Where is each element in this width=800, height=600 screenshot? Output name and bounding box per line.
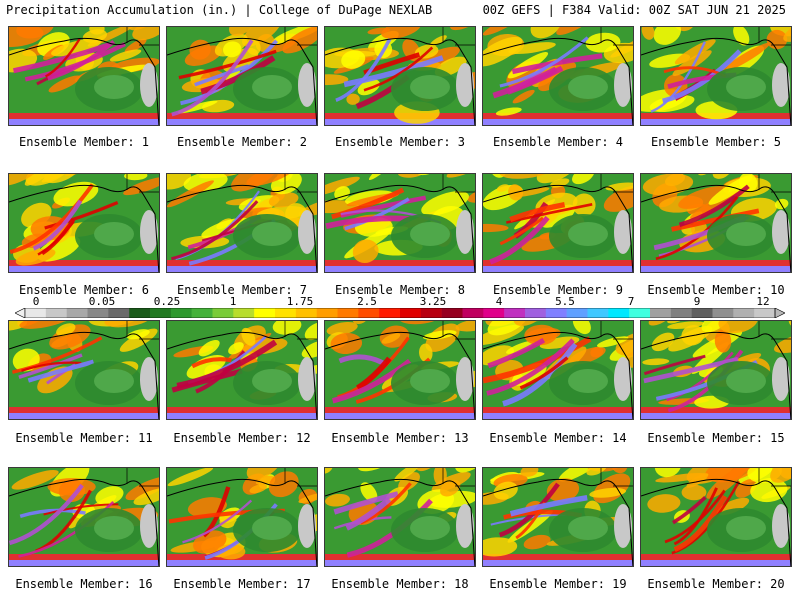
colorbar-swatch bbox=[191, 308, 213, 318]
colorbar-swatch bbox=[420, 308, 442, 318]
colorbar-swatch bbox=[45, 308, 67, 318]
colorbar-arrow-left bbox=[15, 308, 26, 318]
ensemble-member-label: Ensemble Member: 15 bbox=[647, 431, 785, 445]
colorbar-swatch bbox=[650, 308, 672, 318]
ensemble-member-map bbox=[324, 26, 476, 126]
colorbar-swatch bbox=[629, 308, 651, 318]
colorbar-tick-label: 0.25 bbox=[153, 295, 181, 308]
ensemble-member-map bbox=[8, 467, 160, 567]
colorbar-swatch bbox=[316, 308, 338, 318]
ensemble-member-map bbox=[640, 320, 792, 420]
colorbar-tick-label: 0.05 bbox=[88, 295, 116, 308]
colorbar-tick-label: 7 bbox=[627, 295, 635, 308]
colorbar-tick-label: 1 bbox=[229, 295, 237, 308]
colorbar-tick-label: 1.75 bbox=[286, 295, 314, 308]
colorbar-swatch bbox=[337, 308, 359, 318]
ensemble-member-label: Ensemble Member: 18 bbox=[331, 577, 469, 591]
ensemble-member-label: Ensemble Member: 16 bbox=[15, 577, 153, 591]
ensemble-member-map bbox=[8, 320, 160, 420]
colorbar-tick-label: 0 bbox=[32, 295, 40, 308]
colorbar-swatch bbox=[525, 308, 547, 318]
colorbar-swatch bbox=[608, 308, 630, 318]
ensemble-member-label: Ensemble Member: 4 bbox=[492, 135, 624, 149]
ensemble-member-label: Ensemble Member: 1 bbox=[18, 135, 150, 149]
colorbar-swatch bbox=[233, 308, 255, 318]
colorbar-swatch bbox=[462, 308, 484, 318]
colorbar-swatch bbox=[25, 308, 47, 318]
ensemble-member-map bbox=[640, 467, 792, 567]
ensemble-member-label: Ensemble Member: 5 bbox=[650, 135, 782, 149]
ensemble-member-map bbox=[166, 26, 318, 126]
colorbar-swatch bbox=[754, 308, 776, 318]
ensemble-member-label: Ensemble Member: 19 bbox=[489, 577, 627, 591]
ensemble-member-map bbox=[482, 26, 634, 126]
colorbar-tick-label: 12 bbox=[756, 295, 770, 308]
ensemble-member-label: Ensemble Member: 6 bbox=[18, 283, 150, 297]
colorbar-swatch bbox=[712, 308, 734, 318]
colorbar-tick-label: 9 bbox=[693, 295, 701, 308]
colorbar-swatch bbox=[587, 308, 609, 318]
colorbar-swatch bbox=[566, 308, 588, 318]
ensemble-member-label: Ensemble Member: 17 bbox=[173, 577, 311, 591]
colorbar-swatch bbox=[170, 308, 192, 318]
ensemble-member-label: Ensemble Member: 14 bbox=[489, 431, 627, 445]
ensemble-member-map bbox=[324, 173, 476, 273]
colorbar-swatch bbox=[379, 308, 401, 318]
ensemble-member-label: Ensemble Member: 10 bbox=[647, 283, 785, 297]
ensemble-member-map bbox=[482, 467, 634, 567]
colorbar-arrow-right bbox=[774, 308, 785, 318]
colorbar-swatch bbox=[733, 308, 755, 318]
colorbar-frame bbox=[24, 308, 776, 318]
ensemble-member-map bbox=[166, 173, 318, 273]
colorbar-swatch bbox=[504, 308, 526, 318]
ensemble-member-map bbox=[166, 320, 318, 420]
ensemble-member-label: Ensemble Member: 12 bbox=[173, 431, 311, 445]
colorbar-swatch bbox=[441, 308, 463, 318]
colorbar-swatch bbox=[670, 308, 692, 318]
colorbar-swatch bbox=[150, 308, 172, 318]
ensemble-member-label: Ensemble Member: 3 bbox=[334, 135, 466, 149]
colorbar-swatch bbox=[87, 308, 109, 318]
ensemble-member-label: Ensemble Member: 9 bbox=[492, 283, 624, 297]
ensemble-member-map bbox=[482, 173, 634, 273]
colorbar-swatch bbox=[108, 308, 130, 318]
colorbar-swatch bbox=[295, 308, 317, 318]
colorbar-swatch bbox=[275, 308, 297, 318]
colorbar-tick-label: 5.5 bbox=[555, 295, 575, 308]
run-valid-time: 00Z GEFS | F384 Valid: 00Z SAT JUN 21 20… bbox=[482, 3, 786, 17]
colorbar-swatch bbox=[358, 308, 380, 318]
colorbar-swatch bbox=[483, 308, 505, 318]
ensemble-member-map bbox=[324, 467, 476, 567]
map-title: Precipitation Accumulation (in.) | Colle… bbox=[6, 3, 433, 17]
colorbar-tick-label: 2.5 bbox=[357, 295, 377, 308]
colorbar-swatch bbox=[66, 308, 88, 318]
colorbar-swatch bbox=[254, 308, 276, 318]
precipitation-colorbar bbox=[15, 308, 785, 318]
ensemble-member-label: Ensemble Member: 13 bbox=[331, 431, 469, 445]
ensemble-member-map bbox=[324, 320, 476, 420]
colorbar-swatch bbox=[545, 308, 567, 318]
ensemble-member-label: Ensemble Member: 7 bbox=[176, 283, 308, 297]
ensemble-member-label: Ensemble Member: 11 bbox=[15, 431, 153, 445]
ensemble-member-map bbox=[482, 320, 634, 420]
ensemble-member-map bbox=[8, 26, 160, 126]
ensemble-member-label: Ensemble Member: 20 bbox=[647, 577, 785, 591]
ensemble-member-label: Ensemble Member: 2 bbox=[176, 135, 308, 149]
colorbar-swatch bbox=[400, 308, 422, 318]
ensemble-member-map bbox=[8, 173, 160, 273]
ensemble-member-label: Ensemble Member: 8 bbox=[334, 283, 466, 297]
colorbar-swatch bbox=[691, 308, 713, 318]
colorbar-tick-label: 3.25 bbox=[419, 295, 447, 308]
colorbar-swatch bbox=[129, 308, 151, 318]
colorbar-swatch bbox=[212, 308, 234, 318]
ensemble-member-map bbox=[640, 173, 792, 273]
colorbar-tick-label: 4 bbox=[495, 295, 503, 308]
ensemble-member-map bbox=[166, 467, 318, 567]
ensemble-member-map bbox=[640, 26, 792, 126]
